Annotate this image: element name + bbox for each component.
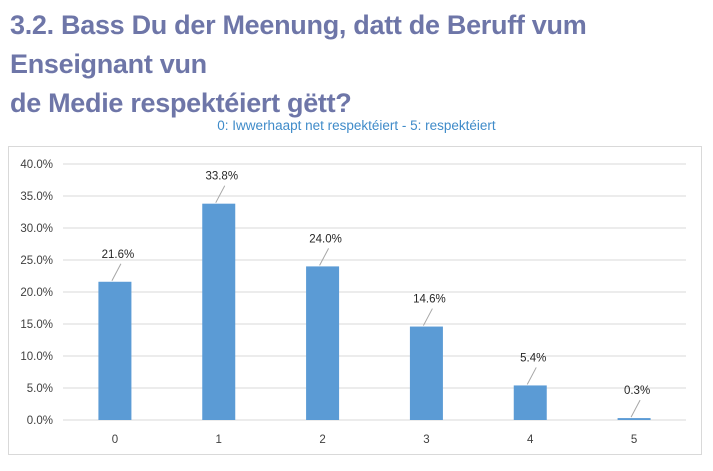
bar bbox=[409, 326, 443, 420]
data-label: 5.4% bbox=[520, 352, 546, 364]
y-tick-label: 30.0% bbox=[20, 223, 53, 235]
bar bbox=[513, 385, 547, 420]
data-label: 21.6% bbox=[102, 249, 135, 261]
chart-title: 0: Iwwerhaapt net respektéiert - 5: resp… bbox=[217, 118, 496, 133]
data-label: 14.6% bbox=[413, 294, 446, 306]
y-tick-label: 20.0% bbox=[20, 287, 53, 299]
data-label-leader bbox=[630, 399, 641, 418]
x-tick-label: 4 bbox=[527, 434, 534, 446]
data-label-leader bbox=[526, 367, 537, 385]
bar bbox=[306, 266, 340, 420]
data-label-leader bbox=[215, 185, 226, 203]
x-tick-label: 0 bbox=[112, 434, 118, 446]
page-heading: 3.2. Bass Du der Meenung, datt de Beruff… bbox=[10, 6, 710, 123]
x-tick-label: 2 bbox=[319, 434, 325, 446]
data-label-leader bbox=[111, 263, 122, 281]
heading-line-2: de Medie respektéiert gëtt? bbox=[10, 88, 352, 118]
y-tick-label: 15.0% bbox=[20, 319, 53, 331]
y-tick-label: 40.0% bbox=[20, 159, 53, 171]
bar bbox=[202, 203, 236, 420]
y-tick-label: 10.0% bbox=[20, 351, 53, 363]
data-label: 33.8% bbox=[205, 171, 238, 183]
data-label: 0.3% bbox=[624, 385, 650, 397]
y-tick-label: 25.0% bbox=[20, 255, 53, 267]
bar bbox=[98, 281, 132, 420]
data-label-leader bbox=[422, 308, 433, 326]
y-tick-label: 35.0% bbox=[20, 191, 53, 203]
x-tick-label: 1 bbox=[216, 434, 222, 446]
data-label-leader bbox=[319, 248, 330, 266]
heading-line-1: 3.2. Bass Du der Meenung, datt de Beruff… bbox=[10, 10, 587, 79]
y-tick-label: 5.0% bbox=[27, 383, 53, 395]
x-tick-label: 3 bbox=[423, 434, 429, 446]
data-label: 24.0% bbox=[309, 233, 342, 245]
x-tick-label: 5 bbox=[631, 434, 637, 446]
y-tick-label: 0.0% bbox=[27, 415, 53, 427]
bar bbox=[617, 418, 651, 420]
